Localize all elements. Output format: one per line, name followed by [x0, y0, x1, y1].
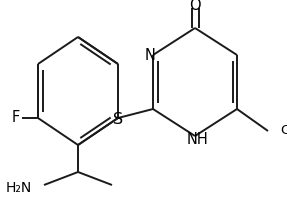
Text: CH₃: CH₃	[280, 125, 287, 138]
Text: O: O	[189, 0, 201, 14]
Text: S: S	[113, 112, 123, 128]
Text: F: F	[12, 110, 20, 126]
Text: H₂N: H₂N	[6, 181, 32, 195]
Text: N: N	[145, 48, 156, 62]
Text: NH: NH	[186, 133, 208, 147]
